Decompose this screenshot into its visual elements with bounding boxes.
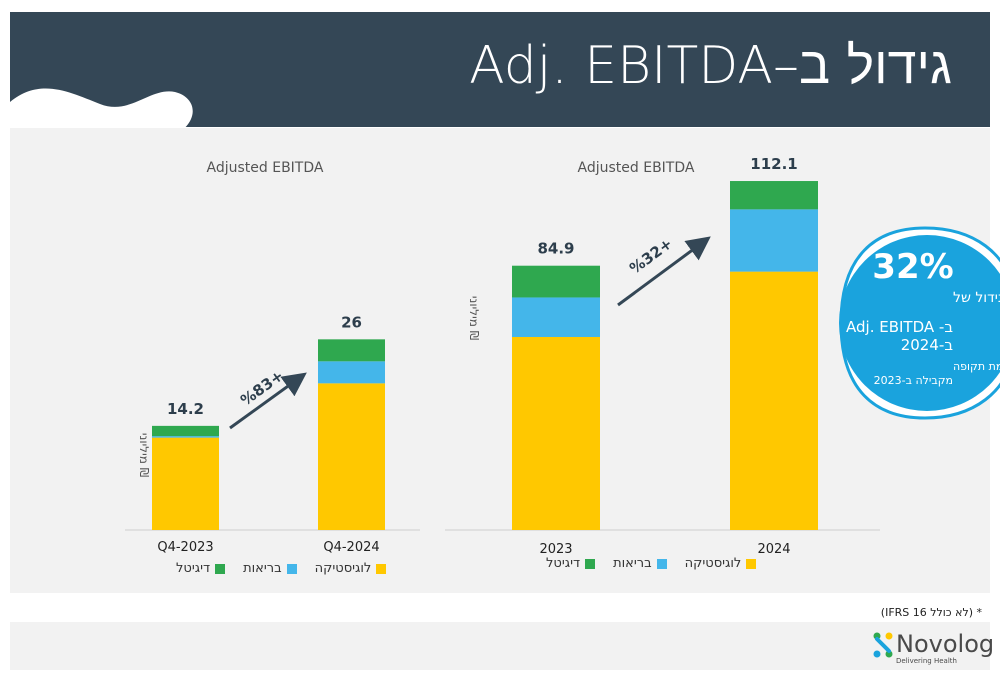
category-label: Q4-2024	[323, 540, 379, 555]
total-label: 112.1	[750, 155, 797, 173]
legend-item-digital: דיגיטל	[546, 556, 596, 571]
legend-item-logistics: לוגיסטיקה	[315, 561, 387, 576]
header-banner: גידול ב–Adj. EBITDA	[10, 12, 990, 146]
bar-digital-2024	[730, 181, 818, 210]
category-label: Q4-2023	[157, 540, 213, 555]
total-label: 26	[341, 313, 362, 331]
legend-quarterly: לוגיסטיקה בריאות דיגיטל	[176, 561, 387, 576]
logo-tagline: Delivering Health	[896, 657, 957, 665]
chart-quarterly: Adjusted EBITDA מיליוני ₪ 14.2 Q4-2023 26 Q4-…	[125, 160, 420, 555]
callout-line1: גידול של	[953, 290, 1000, 306]
legend-item-health: בריאות	[243, 561, 297, 576]
chart-title: Adjusted EBITDA	[207, 160, 324, 176]
callout-line2: Adj. EBITDA -ב	[846, 318, 953, 336]
legend-item-logistics: לוגיסטיקה	[685, 556, 757, 571]
page-title: גידול ב–Adj. EBITDA	[469, 36, 952, 96]
footnote: * (לא כולל IFRS 16)	[880, 606, 982, 619]
bar-logistics-2024	[730, 271, 818, 530]
callout-line4: לעומת תקופה	[953, 360, 1000, 373]
growth-callout: 32% גידול של Adj. EBITDA -ב ב-2024 לעומת…	[835, 220, 1000, 425]
total-label: 84.9	[537, 240, 574, 258]
y-axis-label: מיליוני ₪	[467, 296, 481, 340]
bar-digital-2023	[512, 265, 600, 298]
growth-label: %32+	[626, 234, 676, 277]
novolog-logo-icon	[873, 632, 893, 658]
y-axis-label: מיליוני ₪	[137, 433, 151, 477]
category-label: 2024	[757, 542, 790, 557]
total-label: 14.2	[167, 400, 204, 418]
company-logo: Novolog Delivering Health	[872, 630, 994, 665]
chart-annual: Adjusted EBITDA מיליוני ₪ 84.9 2023 112.1 202…	[445, 155, 880, 557]
growth-arrow	[617, 236, 711, 307]
callout-percent: 32%	[872, 247, 953, 287]
bar-health-2023	[512, 297, 600, 337]
growth-arrow	[229, 372, 307, 430]
category-label: 2023	[539, 542, 572, 557]
bar-logistics-Q4-2024	[318, 383, 385, 530]
legend-item-health: בריאות	[613, 556, 667, 571]
callout-line5: מקבילה ב-2023	[874, 374, 953, 387]
logo-name: Novolog	[896, 630, 995, 658]
legend-annual: לוגיסטיקה בריאות דיגיטל	[546, 556, 757, 571]
bar-logistics-2023	[512, 336, 600, 530]
bar-health-2024	[730, 209, 818, 272]
bar-health-Q4-2024	[318, 361, 385, 384]
bar-digital-Q4-2024	[318, 339, 385, 362]
callout-line3: ב-2024	[901, 336, 954, 354]
bar-health-Q4-2023	[152, 436, 219, 438]
bar-digital-Q4-2023	[152, 425, 219, 437]
bar-logistics-Q4-2023	[152, 437, 219, 530]
chart-title: Adjusted EBITDA	[578, 160, 695, 176]
footer-strip	[10, 622, 990, 670]
legend-item-digital: דיגיטל	[176, 561, 226, 576]
